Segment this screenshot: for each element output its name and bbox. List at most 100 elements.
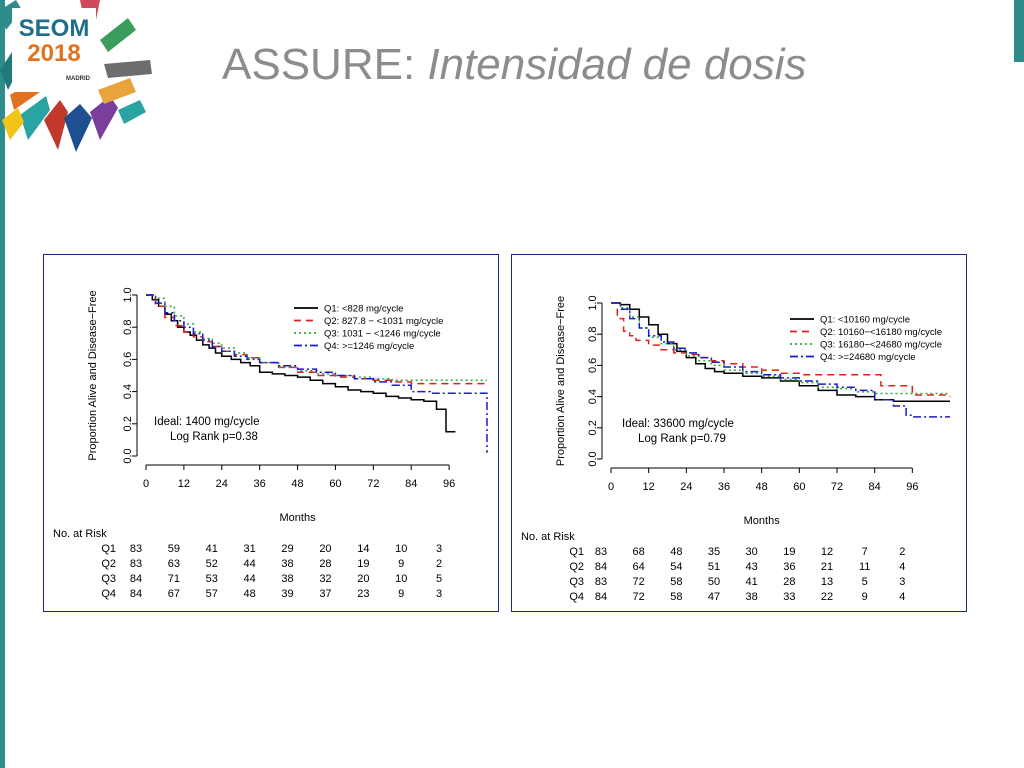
risk-cell: 44 (244, 573, 256, 585)
logo-line2: 2018 (27, 40, 80, 67)
y-tick-label: 0.6 (587, 358, 599, 373)
y-tick-label: 0.2 (122, 416, 134, 431)
km-chart-right: 0 12 24 36 48 60 72 84 960.00.20.40.60.81.0Propo… (521, 295, 951, 603)
risk-cell: 14 (357, 543, 369, 555)
risk-cell: 4 (899, 591, 905, 603)
risk-row-label: Q4 (569, 591, 584, 603)
risk-cell: 10 (395, 543, 407, 555)
risk-cell: 19 (357, 558, 369, 570)
risk-row-label: Q2 (569, 561, 584, 573)
left-accent-bar (0, 0, 5, 768)
legend-label-q2: Q2: 10160−<16180 mg/cycle (820, 327, 942, 338)
risk-row-label: Q3 (101, 573, 116, 585)
risk-cell: 52 (206, 558, 218, 570)
risk-cell: 3 (899, 576, 905, 588)
risk-row-label: Q4 (101, 588, 116, 600)
risk-cell: 47 (708, 591, 720, 603)
risk-cell: 38 (281, 573, 293, 585)
legend-label-q3: Q3: 16180−<24680 mg/cycle (820, 340, 942, 351)
risk-cell: 21 (821, 561, 833, 573)
risk-cell: 84 (130, 588, 142, 600)
risk-cell: 23 (357, 588, 369, 600)
risk-cell: 63 (168, 558, 180, 570)
risk-cell: 3 (436, 543, 442, 555)
risk-cell: 20 (319, 543, 331, 555)
survival-curve-q4 (146, 294, 488, 453)
x-tick-label: 84 (405, 478, 417, 490)
x-tick-label: 60 (793, 481, 805, 493)
legend-label-q4: Q4: >=24680 mg/cycle (820, 352, 916, 363)
risk-cell: 41 (746, 576, 758, 588)
y-tick-label: 0.4 (122, 384, 134, 399)
risk-cell: 31 (244, 543, 256, 555)
risk-row-label: Q1 (569, 546, 584, 558)
survival-curve-q2 (611, 302, 951, 397)
y-tick-label: 0.0 (122, 448, 134, 463)
risk-cell: 83 (130, 543, 142, 555)
logo-box (12, 8, 96, 92)
risk-cell: 20 (357, 573, 369, 585)
risk-cell: 13 (821, 576, 833, 588)
risk-cell: 41 (206, 543, 218, 555)
x-tick-label: 36 (718, 481, 730, 493)
y-tick-label: 0.2 (587, 420, 599, 435)
risk-cell: 50 (708, 576, 720, 588)
risk-cell: 2 (436, 558, 442, 570)
risk-row-label: Q3 (569, 576, 584, 588)
risk-cell: 9 (398, 558, 404, 570)
risk-cell: 28 (319, 558, 331, 570)
x-tick-label: 0 (143, 478, 149, 490)
risk-cell: 39 (281, 588, 293, 600)
risk-cell: 71 (168, 573, 180, 585)
risk-cell: 84 (595, 561, 607, 573)
y-tick-label: 0.4 (587, 389, 599, 404)
risk-cell: 48 (670, 546, 682, 558)
title-plain: ASSURE: (222, 40, 428, 89)
risk-cell: 33 (783, 591, 795, 603)
km-chart-left: 0 12 24 36 48 60 72 84 96 0.0 0.2 0.4 0.6 0.8 1.0 Propo… (53, 287, 488, 600)
logo-line3: MADRID (66, 76, 91, 82)
x-tick-label: 96 (443, 478, 455, 490)
y-tick-label: 0.8 (122, 320, 134, 335)
x-tick-label: 96 (906, 481, 918, 493)
risk-cell: 54 (670, 561, 682, 573)
risk-cell: 53 (206, 573, 218, 585)
risk-cell: 44 (244, 558, 256, 570)
legend-label-q1: Q1: <10160 mg/cycle (820, 315, 910, 326)
legend-label-q1: Q1: <828 mg/cycle (324, 304, 403, 315)
x-tick-label: 0 (608, 481, 614, 493)
risk-cell: 38 (746, 591, 758, 603)
y-tick-label: 1.0 (122, 287, 134, 302)
risk-cell: 72 (633, 576, 645, 588)
risk-cell: 4 (899, 561, 905, 573)
risk-cell: 5 (862, 576, 868, 588)
x-axis-title: Months (744, 515, 781, 527)
risk-row-label: Q1 (101, 543, 116, 555)
x-tick-label: 12 (178, 478, 190, 490)
risk-cell: 3 (436, 588, 442, 600)
annotation-line: Log Rank p=0.38 (170, 431, 258, 443)
risk-cell: 58 (670, 591, 682, 603)
y-axis-title: Proportion Alive and Disease−Free (555, 296, 567, 466)
survival-curve-q4 (611, 302, 950, 418)
chart-panel-right: 0 12 24 36 48 60 72 84 96 0.0 0.2 0.4 0.6 0.8 1.0 Propo… (511, 254, 967, 612)
risk-cell: 29 (281, 543, 293, 555)
y-tick-label: 1.0 (587, 295, 599, 310)
x-tick-label: 24 (680, 481, 692, 493)
risk-cell: 38 (281, 558, 293, 570)
slide-title: ASSURE: Intensidad de dosis (222, 40, 807, 90)
x-tick-label: 48 (291, 478, 303, 490)
risk-cell: 83 (595, 576, 607, 588)
risk-cell: 51 (708, 561, 720, 573)
annotation-line: Ideal: 33600 mg/cycle (622, 418, 734, 430)
risk-table-title: No. at Risk (521, 531, 575, 543)
logo-decoration (0, 0, 152, 152)
x-tick-label: 48 (756, 481, 768, 493)
x-axis-title: Months (280, 512, 317, 524)
risk-cell: 67 (168, 588, 180, 600)
legend-label-q3: Q3: 1031 − <1246 mg/cycle (324, 329, 441, 340)
x-tick-label: 84 (869, 481, 881, 493)
risk-cell: 7 (862, 546, 868, 558)
risk-cell: 72 (633, 591, 645, 603)
chart-panel-left: 0 12 24 36 48 60 72 84 96 0.0 0.2 0.4 0.6 0.8 1.0 Propo… (43, 254, 499, 612)
